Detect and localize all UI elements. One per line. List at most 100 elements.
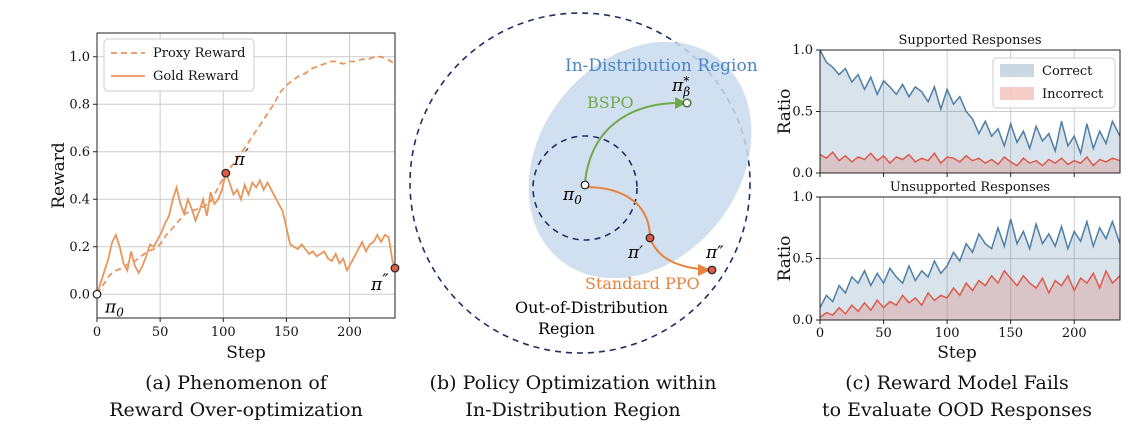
policy-marker-label: π′: [233, 146, 249, 170]
panel-c-ratio-charts: 0.0 0.5 1.0 Supported Responses Ratio 0 50 100 1…: [775, 33, 1121, 421]
pi-symbol: π: [671, 76, 684, 96]
bspo-arrow: [584, 101, 684, 183]
policy-marker-label: π″: [370, 271, 389, 295]
y-axis-label: Ratio: [775, 236, 795, 282]
ood-label-2: Region: [538, 319, 595, 338]
y-tick-label: 0.5: [792, 105, 813, 120]
caption-line-1: (a) Phenomenon of: [145, 372, 329, 394]
beta-subscript: β: [682, 85, 690, 99]
x-tick-label: 0: [816, 326, 824, 341]
subplot-title: Unsupported Responses: [890, 180, 1050, 195]
pi-symbol: π: [627, 243, 640, 263]
panel-b-policy-diagram: In-Distribution Region BSPO Standard PPO Ou…: [409, 12, 758, 421]
pi-symbol: π: [104, 297, 117, 317]
policy-marker: [390, 263, 400, 273]
y-axis-label: Reward: [49, 142, 69, 209]
pi-symbol: π: [705, 243, 718, 263]
caption-line-2: Reward Over-optimization: [109, 399, 363, 421]
x-tick-label: 0: [93, 325, 101, 340]
prime-mark: ′: [639, 243, 643, 263]
pi-symbol: π: [370, 275, 383, 295]
pi0-subscript: 0: [574, 193, 582, 207]
legend-box: [992, 57, 1116, 109]
double-prime-mark: ″: [717, 243, 724, 263]
legend-swatch: [1000, 64, 1034, 77]
y-tick-label: 0.8: [69, 97, 90, 112]
policy-marker: [92, 289, 102, 299]
y-tick-label: 0.5: [792, 252, 813, 267]
caption-line-2: to Evaluate OOD Responses: [822, 399, 1092, 421]
in-distribution-label: In-Distribution Region: [565, 56, 758, 76]
pi-prime-point: [645, 233, 655, 243]
pi-double-prime-point: [707, 265, 717, 275]
y-tick-label: 1.0: [69, 50, 90, 65]
pi0-point: [580, 180, 590, 190]
correct-line: [819, 49, 1121, 156]
subplot-title: Supported Responses: [898, 33, 1041, 48]
y-axis-label: Ratio: [775, 89, 795, 135]
legend-swatch: [1000, 87, 1034, 100]
pi-symbol: π: [233, 150, 246, 170]
pi-beta-star-point: [682, 98, 692, 108]
y-tick-label: 0.0: [792, 313, 813, 328]
x-axis-label: Step: [226, 343, 266, 363]
bspo-label: BSPO: [587, 93, 634, 112]
policy-marker: [221, 168, 231, 178]
x-tick-label: 50: [875, 326, 892, 341]
proxy-reward-line: [96, 55, 396, 295]
plot-frame: [96, 32, 396, 319]
x-tick-label: 50: [152, 325, 169, 340]
ood-label-1: Out-of-Distribution: [515, 298, 668, 317]
x-tick-label: 200: [1062, 326, 1087, 341]
marker-subscript: 0: [116, 305, 124, 319]
correct-area: [820, 50, 1120, 173]
x-tick-label: 100: [211, 325, 236, 340]
x-tick-label: 150: [274, 325, 299, 340]
pi-symbol: π: [562, 185, 575, 205]
correct-area: [820, 219, 1120, 320]
incorrect-area: [820, 152, 1120, 173]
bspo-arrowhead: [675, 97, 687, 109]
y-tick-label: 0.4: [69, 192, 90, 207]
pi-beta-star-label: π* β: [671, 74, 690, 99]
caption-line-1: (c) Reward Model Fails: [845, 372, 1068, 394]
y-tick-label: 0.6: [69, 145, 90, 160]
panel-a-reward-chart: 0 50 100 150 200 0.0 0.2 0.4 0.6 0.8 1.0 Proxy Rewa…: [49, 32, 400, 421]
star-superscript: *: [683, 74, 689, 88]
ppo-label: Standard PPO: [585, 274, 700, 293]
policy-marker-label: π0: [104, 297, 124, 319]
y-tick-label: 0.2: [69, 240, 90, 255]
pi-double-prime-label: π″: [705, 243, 724, 263]
x-tick-label: 100: [935, 326, 960, 341]
incorrect-area: [820, 270, 1120, 320]
x-tick-label: 200: [337, 325, 362, 340]
legend-label: Gold Reward: [153, 69, 239, 84]
pi0-label: π0: [562, 185, 582, 207]
subplot-frame: [819, 49, 1121, 174]
caption-line-1: (b) Policy Optimization within: [430, 372, 717, 394]
legend-label: Correct: [1042, 64, 1093, 79]
x-tick-label: 150: [998, 326, 1023, 341]
x-axis-label: Step: [937, 343, 977, 363]
incorrect-line: [819, 150, 1121, 167]
marker-prime: ″: [382, 271, 389, 291]
legend-label: Incorrect: [1042, 87, 1104, 102]
inner-circle: [532, 135, 638, 241]
y-tick-label: 0.0: [69, 287, 90, 302]
ppo-arrowhead: [698, 264, 711, 276]
caption-line-2: In-Distribution Region: [465, 399, 680, 421]
y-tick-label: 0.0: [792, 166, 813, 181]
subplot-frame: [819, 196, 1121, 321]
y-tick-label: 1.0: [792, 43, 813, 58]
correct-line: [819, 218, 1121, 309]
outer-ood-circle: [409, 12, 751, 354]
in-distribution-region: [528, 41, 752, 279]
pi-prime-label: π′: [627, 243, 643, 263]
y-tick-label: 1.0: [792, 190, 813, 205]
legend-box: [103, 38, 255, 92]
marker-prime: ′: [245, 146, 249, 166]
incorrect-line: [819, 268, 1121, 319]
gold-reward-line: [96, 170, 396, 295]
legend-label: Proxy Reward: [153, 46, 246, 61]
